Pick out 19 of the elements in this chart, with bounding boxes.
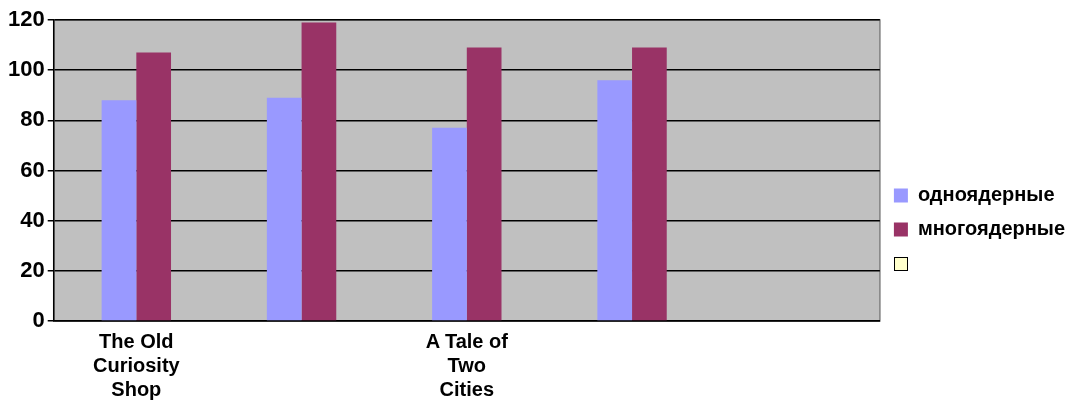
y-tick-label: 40 bbox=[20, 206, 45, 232]
bar bbox=[101, 100, 137, 321]
legend-label: многоядерные bbox=[917, 217, 1066, 240]
bar bbox=[266, 97, 302, 321]
bar bbox=[301, 22, 337, 321]
y-tick-label: 100 bbox=[7, 56, 45, 82]
bar bbox=[136, 52, 172, 321]
y-tick-label: 80 bbox=[20, 106, 45, 132]
y-tick-label: 0 bbox=[32, 307, 45, 333]
x-tick-label: A Tale of Two Cities bbox=[425, 329, 509, 400]
legend-label: одноядерные bbox=[917, 183, 1055, 206]
x-tick-label: The Old Curiosity Shop bbox=[92, 329, 181, 400]
y-tick-label: 60 bbox=[20, 156, 45, 182]
y-tick-label: 120 bbox=[7, 6, 45, 32]
y-tick-label: 20 bbox=[20, 256, 45, 282]
bar bbox=[632, 47, 667, 321]
bar bbox=[466, 47, 502, 321]
bar bbox=[432, 127, 467, 321]
bar bbox=[597, 80, 633, 321]
